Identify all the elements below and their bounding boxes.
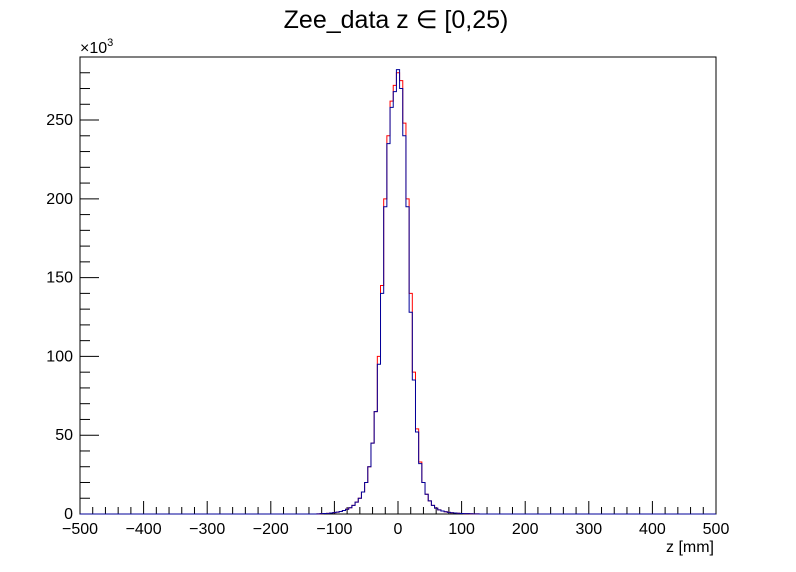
x-tick-label: 500 (703, 521, 730, 538)
x-tick-label: 0 (394, 521, 403, 538)
x-tick-label: −400 (126, 521, 162, 538)
y-tick-label: 50 (55, 427, 73, 444)
x-axis-label: z [mm] (666, 539, 714, 556)
histogram-series-2 (80, 69, 716, 515)
y-axis-multiplier: ×103 (80, 37, 113, 57)
x-tick-label: −100 (316, 521, 352, 538)
x-tick-label: 300 (575, 521, 602, 538)
x-tick-label: 200 (512, 521, 539, 538)
y-tick-label: 100 (46, 348, 73, 365)
x-tick-label: −500 (62, 521, 98, 538)
histogram-series-1 (80, 72, 716, 515)
y-tick-label: 0 (64, 506, 73, 523)
plot-frame (79, 56, 717, 515)
histogram-series (80, 69, 716, 515)
y-tick-label: 250 (46, 112, 73, 129)
y-axis-ticks: 0 50 100 150 200 250 (46, 56, 99, 523)
x-axis-ticks: −500 −400 −300 −200 −100 0 100 200 300 400 500 (62, 501, 729, 538)
y-axis-multiplier-exponent: 3 (107, 37, 113, 49)
y-tick-label: 200 (46, 191, 73, 208)
chart-title: Zee_data z ∈ [0,25) (284, 6, 509, 34)
y-tick-label: 150 (46, 270, 73, 287)
x-tick-label: 100 (448, 521, 475, 538)
x-tick-label: 400 (639, 521, 666, 538)
x-tick-label: −300 (189, 521, 225, 538)
x-tick-label: −200 (253, 521, 289, 538)
